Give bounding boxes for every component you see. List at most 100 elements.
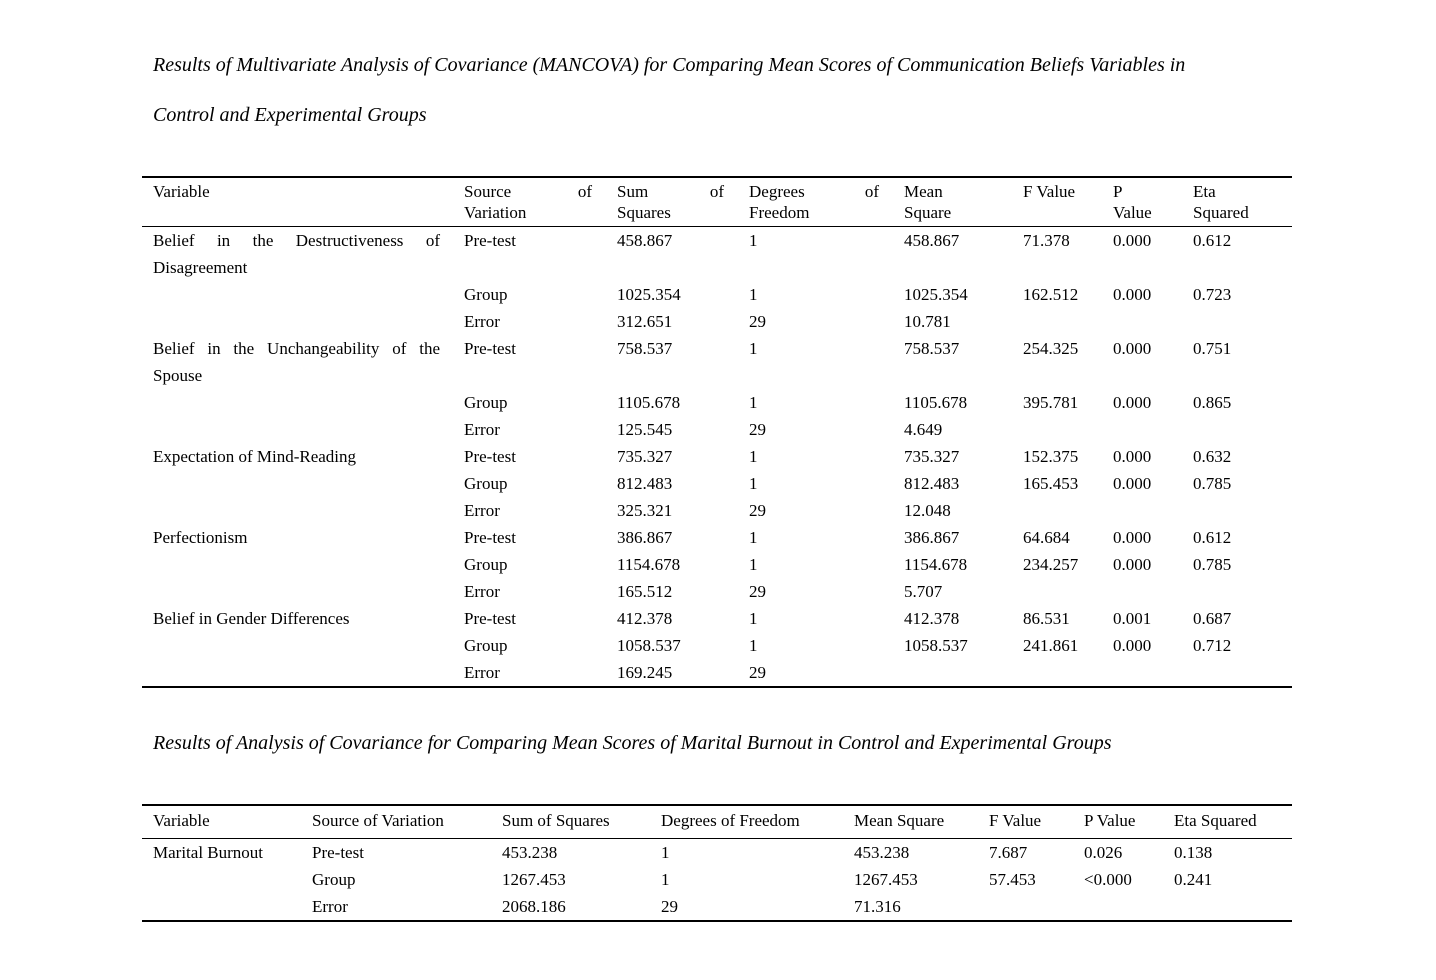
mancova-table-body: Belief in the Destructiveness of Disagre…: [142, 227, 1292, 688]
cell-source: Group: [464, 393, 508, 412]
mancova-table-caption: Results of Multivariate Analysis of Cova…: [142, 40, 1292, 140]
cell-ms: 1058.537: [904, 636, 968, 655]
header-line: Squares: [617, 203, 671, 222]
cell-p: 0.001: [1113, 609, 1152, 628]
cell-eta: 0.785: [1193, 474, 1232, 493]
cell-p: 0.026: [1084, 843, 1123, 862]
cell-df: 1: [749, 231, 758, 250]
cell-variable: [142, 281, 455, 308]
cell-p: 0.000: [1113, 285, 1152, 304]
cell-eta: 0.612: [1193, 528, 1232, 547]
header-eta-squared: Eta Squared: [1174, 811, 1257, 830]
cell-eta: [1184, 659, 1292, 687]
header-label: F Value: [1023, 182, 1076, 201]
cell-p: [1075, 893, 1165, 921]
header-sum-of-squares: Sum of Squares: [608, 177, 740, 227]
cell-variable: Perfectionism: [153, 528, 248, 547]
cell-variable: [142, 416, 455, 443]
cell-ms: 12.048: [904, 501, 951, 520]
header-p-value: P Value: [1104, 177, 1184, 227]
cell-ms: [895, 659, 1014, 687]
cell-ms: 758.537: [904, 339, 960, 358]
cell-df: 1: [749, 447, 758, 466]
ancova-table-body: Marital Burnout Pre-test 453.238 1 453.238 7.…: [142, 839, 1292, 922]
cell-f: 152.375: [1023, 447, 1079, 466]
cell-f: 64.684: [1023, 528, 1070, 547]
header-line: Variation: [464, 203, 527, 222]
header-line: Freedom: [749, 203, 810, 222]
cell-variable: Belief in the Destructiveness of Disagre…: [153, 231, 440, 277]
cell-eta: 0.751: [1193, 339, 1232, 358]
cell-ms: 1267.453: [854, 870, 918, 889]
cell-f: 234.257: [1023, 555, 1079, 574]
cell-ms: 453.238: [854, 843, 910, 862]
cell-ms: 5.707: [904, 582, 943, 601]
cell-df: 1: [749, 339, 758, 358]
cell-variable: Belief in Gender Differences: [153, 609, 350, 628]
cell-ms: 735.327: [904, 447, 960, 466]
ancova-table-header: Variable Source of Variation Sum of Squa…: [142, 805, 1292, 839]
header-f-value: F Value: [989, 811, 1042, 830]
table-row: Error 312.651 29 10.781: [142, 308, 1292, 335]
cell-ss: 1105.678: [617, 393, 681, 412]
cell-p: [1104, 497, 1184, 524]
cell-p: 0.000: [1113, 636, 1152, 655]
cell-df: 1: [749, 474, 758, 493]
cell-p: [1104, 416, 1184, 443]
header-source-of-variation: Source of Variation: [312, 811, 444, 830]
cell-ss: 812.483: [617, 474, 673, 493]
cell-p: 0.000: [1113, 339, 1152, 358]
header-degrees-of-freedom: Degrees of Freedom: [740, 177, 895, 227]
cell-ss: 458.867: [617, 231, 673, 250]
mancova-caption-line-1: Results of Multivariate Analysis of Cova…: [153, 54, 1186, 76]
cell-source: Error: [464, 312, 500, 331]
cell-variable: [142, 866, 303, 893]
cell-source: Pre-test: [464, 231, 516, 250]
table-row: Group 1105.678 1 1105.678 395.781 0.000 0.865: [142, 389, 1292, 416]
table-row: Group 812.483 1 812.483 165.453 0.000 0.785: [142, 470, 1292, 497]
table-row: Marital Burnout Pre-test 453.238 1 453.238 7.…: [142, 839, 1292, 867]
cell-p: 0.000: [1113, 555, 1152, 574]
cell-source: Pre-test: [464, 609, 516, 628]
cell-f: [1014, 497, 1104, 524]
cell-df: 29: [661, 897, 678, 916]
cell-ss: 453.238: [502, 843, 558, 862]
cell-ms: 386.867: [904, 528, 960, 547]
cell-eta: [1184, 416, 1292, 443]
mancova-results-table: Variable Source of Variation Sum of Square…: [142, 176, 1292, 688]
header-p-value: P Value: [1084, 811, 1136, 830]
cell-p: 0.000: [1113, 231, 1152, 250]
cell-f: [1014, 308, 1104, 335]
table-row: Group 1154.678 1 1154.678 234.257 0.000 0.785: [142, 551, 1292, 578]
cell-f: [1014, 578, 1104, 605]
mancova-caption-line-2: Control and Experimental Groups: [153, 104, 427, 126]
header-variable: Variable: [142, 177, 455, 227]
header-line: Source of: [464, 182, 592, 201]
cell-df: 1: [661, 843, 670, 862]
cell-source: Error: [464, 420, 500, 439]
cell-df: 29: [749, 663, 766, 682]
cell-f: 71.378: [1023, 231, 1070, 250]
cell-eta: 0.865: [1193, 393, 1232, 412]
table-row: Error 2068.186 29 71.316: [142, 893, 1292, 921]
header-sum-of-squares: Sum of Squares: [502, 811, 610, 830]
cell-df: 1: [749, 285, 758, 304]
cell-variable: [142, 893, 303, 921]
table-row: Error 325.321 29 12.048: [142, 497, 1292, 524]
cell-ms: 71.316: [854, 897, 901, 916]
cell-eta: [1165, 893, 1292, 921]
cell-eta: [1184, 497, 1292, 524]
cell-f: [980, 893, 1075, 921]
cell-p: [1104, 659, 1184, 687]
cell-ss: 169.245: [617, 663, 673, 682]
cell-p: 0.000: [1113, 447, 1152, 466]
cell-df: 1: [749, 393, 758, 412]
cell-source: Group: [464, 636, 508, 655]
cell-f: 241.861: [1023, 636, 1079, 655]
cell-source: Group: [464, 555, 508, 574]
header-row: Variable Source of Variation Sum of Squa…: [142, 805, 1292, 839]
header-line: Degrees of: [749, 182, 879, 201]
cell-ms: 458.867: [904, 231, 960, 250]
cell-eta: [1184, 578, 1292, 605]
